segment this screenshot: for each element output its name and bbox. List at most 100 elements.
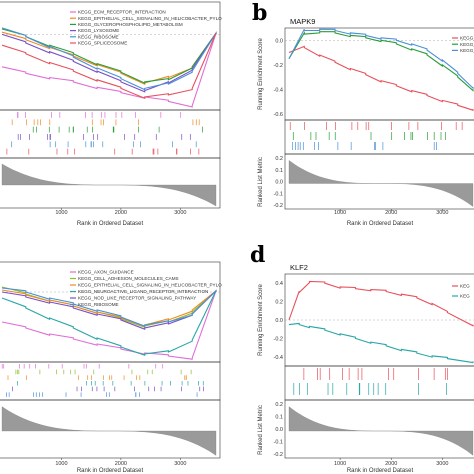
panel-b-hits: [289, 122, 463, 150]
ranked-metric-area-d: [288, 406, 474, 456]
panel-d-label: d: [250, 242, 265, 268]
legend-label-d-1: KEG: [460, 294, 470, 299]
xtick-label-a-2: 3000: [174, 210, 186, 216]
xtick-label-d-1: 2000: [385, 461, 397, 467]
panel-d: d KLF2 KEG KEG 0.4 0.2 0.0 -0.2 -0.4 0.2 0.1 0.0…: [250, 242, 474, 474]
panel-d-hits-frame: [284, 365, 474, 401]
metric-ytick-b-3: -0.1: [274, 191, 283, 197]
xtick-label-b-2: 3000: [436, 210, 448, 216]
panel-b-es-frame: [284, 27, 474, 121]
panel-a-hits-frame: [0, 109, 221, 159]
panel-c-metric-frame: [0, 399, 221, 459]
panel-c-metric: [1, 406, 217, 456]
es-ytick-d-3: -0.2: [274, 336, 283, 342]
es-ytick-b-3: -0.6: [274, 112, 283, 118]
ranked-metric-area-b: [288, 160, 474, 207]
panel-d-yticks: 0.4 0.2 0.0 -0.2 -0.4 0.2 0.1 0.0 -0.1 -0.2: [274, 281, 283, 458]
panel-b-xlabel: Rank in Ordered Dataset: [347, 221, 414, 227]
panel-d-xticks: 1000 2000 3000: [334, 458, 448, 467]
panel-d-es-plot: [285, 280, 474, 364]
ranked-metric-area-a: [1, 163, 217, 207]
metric-ytick-d-0: 0.2: [275, 402, 283, 408]
metric-ytick-b-0: 0.2: [275, 156, 283, 162]
panel-a-legend: KEGG_ECM_RECEPTOR_INTERACTIONKEGG_EPITHE…: [70, 10, 222, 46]
xtick-label-c-1: 2000: [115, 461, 127, 467]
xtick-label-a-0: 1000: [55, 210, 67, 216]
panel-c-xticks: 1000 2000 3000: [55, 458, 186, 467]
panel-d-hits: [293, 368, 449, 395]
panel-a-metric: [1, 163, 217, 207]
legend-label-c-2: KEGG_EPITHELIAL_CELL_SIGNALING_IN_HELICO…: [78, 283, 222, 288]
legend-label-b-0: KEGG_E: [460, 36, 474, 41]
series-line-b-2: [288, 28, 474, 90]
panel-b-ylabel-es: Running Enrichment Score: [258, 37, 264, 109]
panel-b-yticks: 0.0 -0.2 -0.4 -0.6 0.2 0.1 0.0 -0.1 -0.2: [274, 38, 283, 209]
metric-ytick-b-4: -0.2: [274, 203, 283, 209]
series-line-b-0: [288, 45, 474, 111]
legend-label-c-3: KEGG_NEUROACTIVE_LIGAND_RECEPTOR_INTERAC…: [78, 289, 208, 294]
series-line-d-1: [288, 322, 474, 364]
panel-b-es-plot: [285, 28, 474, 111]
panel-c-es-plot: [0, 286, 220, 360]
xtick-label-b-1: 2000: [385, 210, 397, 216]
panel-d-legend: KEG KEG: [452, 284, 470, 299]
panel-d-metric: [288, 406, 474, 456]
xtick-label-c-2: 3000: [174, 461, 186, 467]
series-line-c-5: [1, 287, 217, 328]
panel-b-xticks: 1000 2000 3000: [334, 209, 448, 216]
panel-d-title: KLF2: [290, 263, 308, 272]
legend-label-a-3: KEGG_LYSOSOME: [78, 28, 119, 33]
metric-ytick-d-4: -0.2: [274, 452, 283, 458]
panel-d-xlabel: Rank in Ordered Dataset: [347, 468, 414, 474]
panel-a-xlabel: Rank in Ordered Dataset: [77, 221, 144, 227]
panel-b-label: b: [252, 0, 267, 26]
legend-label-a-0: KEGG_ECM_RECEPTOR_INTERACTION: [78, 10, 166, 15]
panel-d-ylabel-es: Running Enrichment Score: [258, 283, 264, 355]
series-line-a-5: [1, 32, 217, 100]
xtick-label-b-0: 1000: [334, 210, 346, 216]
legend-label-c-1: KEGG_CELL_ADHESION_MOLECULES_CAMS: [78, 276, 179, 281]
panel-d-metric-frame: [284, 399, 474, 459]
panel-c: KEGG_AXON_GUIDANCEKEGG_CELL_ADHESION_MOL…: [0, 261, 222, 474]
legend-label-a-1: KEGG_EPITHELIAL_CELL_SIGNALING_IN_HELICO…: [78, 16, 222, 21]
es-ytick-b-1: -0.2: [274, 63, 283, 69]
panel-a-metric-frame: [0, 157, 221, 209]
legend-label-b-1: KEGG_E: [460, 42, 474, 47]
es-ytick-d-1: 0.2: [275, 300, 283, 306]
panel-a-xticks: 1000 2000 3000: [55, 208, 186, 216]
panel-c-hits: [1, 364, 204, 397]
series-line-c-3: [1, 290, 217, 356]
legend-label-d-0: KEG: [460, 284, 470, 289]
panel-a-es-plot: [0, 27, 220, 108]
metric-ytick-b-1: 0.1: [275, 168, 283, 174]
series-line-c-0: [1, 290, 217, 360]
metric-ytick-d-2: 0.0: [275, 427, 283, 433]
panel-b-metric: [288, 160, 474, 207]
series-line-a-0: [1, 33, 217, 108]
series-line-a-4: [1, 27, 217, 91]
panel-a-hits: [6, 112, 203, 155]
legend-label-a-2: KEGG_GLYCEROPHOSPHOLIPID_METABOLISM: [78, 22, 183, 27]
xtick-label-d-0: 1000: [334, 461, 346, 467]
xtick-label-a-1: 2000: [115, 210, 127, 216]
metric-ytick-d-3: -0.1: [274, 440, 283, 446]
es-ytick-d-0: 0.4: [275, 281, 283, 287]
legend-label-c-4: KEGG_NOD_LIKE_RECEPTOR_SIGNALING_PATHWAY: [78, 296, 196, 301]
panel-c-legend: KEGG_AXON_GUIDANCEKEGG_CELL_ADHESION_MOL…: [70, 270, 222, 307]
ranked-metric-area-c: [1, 406, 217, 456]
es-ytick-b-2: -0.4: [274, 87, 283, 93]
series-line-b-1: [288, 30, 474, 92]
panel-c-xlabel: Rank in Ordered Dataset: [77, 468, 144, 474]
panel-d-ylabel-metric: Ranked List Metric: [258, 405, 264, 455]
legend-label-c-0: KEGG_AXON_GUIDANCE: [78, 270, 134, 275]
xtick-label-d-2: 3000: [436, 461, 448, 467]
es-ytick-b-0: 0.0: [275, 38, 283, 44]
metric-ytick-b-2: 0.0: [275, 180, 283, 186]
panel-b-metric-frame: [284, 153, 474, 210]
panel-b-ylabel-metric: Ranked List Metric: [258, 157, 264, 207]
panel-a: KEGG_ECM_RECEPTOR_INTERACTIONKEGG_EPITHE…: [0, 1, 222, 227]
xtick-label-c-0: 1000: [55, 461, 67, 467]
